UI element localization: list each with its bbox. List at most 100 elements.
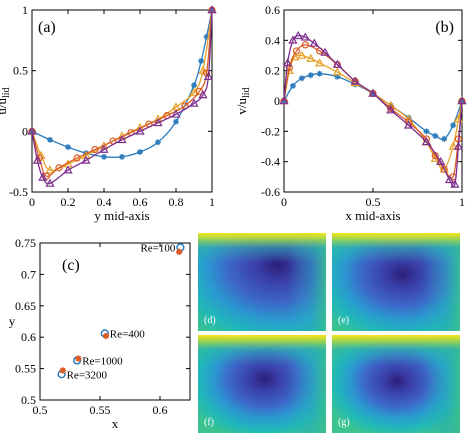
x-tick-label: 0.5 bbox=[33, 403, 48, 417]
data-point-re3200 bbox=[332, 59, 343, 68]
data-point-re400 bbox=[189, 87, 199, 96]
x-tick-label: 0.6 bbox=[133, 195, 148, 209]
point-annotation: Re=400 bbox=[110, 328, 145, 340]
data-point-re3200 bbox=[189, 98, 199, 107]
data-point-re100 bbox=[298, 75, 305, 82]
data-point-re3200 bbox=[198, 90, 208, 99]
y-tick-label: -0.6 bbox=[261, 185, 280, 199]
data-point-re3200 bbox=[450, 179, 460, 188]
y-tick-label: 0.55 bbox=[15, 362, 36, 376]
data-point-re100 bbox=[119, 153, 125, 160]
series-line-re1000 bbox=[31, 9, 213, 178]
heatmap-panel bbox=[198, 233, 326, 331]
heatmap-label: (e) bbox=[338, 315, 349, 326]
data-point-re3200 bbox=[117, 135, 127, 144]
data-point-re100 bbox=[450, 122, 457, 129]
heatmap-lid bbox=[332, 233, 460, 331]
heatmap-panel bbox=[198, 335, 326, 433]
data-point-re100 bbox=[405, 114, 412, 121]
y-axis-label: y bbox=[9, 314, 16, 329]
heatmap-panel bbox=[332, 233, 460, 331]
data-point-re100 bbox=[29, 128, 35, 135]
data-point-re3200 bbox=[27, 126, 37, 135]
data-point-re100 bbox=[307, 72, 314, 79]
data-point-re3200 bbox=[453, 141, 464, 150]
point-annotation: Re=3200 bbox=[67, 369, 108, 381]
y-tick-label: 0.5 bbox=[13, 64, 28, 78]
data-point-re100 bbox=[198, 57, 205, 64]
data-point-re3200 bbox=[403, 120, 414, 129]
x-tick-label: 1 bbox=[209, 195, 215, 209]
x-tick-label: 0.8 bbox=[169, 195, 184, 209]
data-point-re400 bbox=[297, 50, 307, 59]
y-axis-label-sub: lid bbox=[1, 87, 12, 98]
plot-frame bbox=[283, 9, 463, 193]
x-tick-label: 1 bbox=[459, 195, 465, 209]
heatmap-label: (f) bbox=[204, 417, 214, 428]
series-line-re3200 bbox=[283, 34, 463, 188]
data-point-re400 bbox=[306, 53, 316, 62]
y-axis-label: v/ulid bbox=[234, 87, 252, 114]
x-tick-label: 0.4 bbox=[97, 195, 112, 209]
data-point-re1000 bbox=[440, 165, 448, 173]
data-point-star bbox=[75, 355, 82, 362]
data-point-re100 bbox=[334, 73, 341, 80]
heatmap-lid bbox=[332, 335, 460, 433]
data-point-re3200 bbox=[293, 30, 303, 40]
data-point-re400 bbox=[332, 67, 343, 76]
data-point-star bbox=[102, 332, 110, 340]
panel-label: (b) bbox=[435, 19, 454, 36]
data-point-re3200 bbox=[171, 109, 181, 118]
series-line-re400 bbox=[31, 9, 213, 172]
point-annotation: Re=1000 bbox=[82, 355, 123, 367]
x-axis-label: x bbox=[112, 416, 119, 431]
y-tick-label: -0.5 bbox=[9, 185, 28, 199]
data-point-re3200 bbox=[350, 76, 360, 85]
data-point-re100 bbox=[203, 33, 210, 40]
heatmap-label: (d) bbox=[204, 315, 216, 326]
plot-frame bbox=[39, 242, 191, 401]
x-axis-label: y mid-axis bbox=[94, 208, 149, 223]
data-point-re100 bbox=[441, 135, 448, 142]
data-point-re400 bbox=[448, 141, 458, 150]
chart-b: 0 0.5 1 -0.6 -0.4 -0.2 0 0.2 0.4 0.6 (b) x mid-axis… bbox=[234, 3, 467, 223]
heatmap-panel bbox=[332, 335, 460, 433]
y-tick-label: 0.6 bbox=[265, 3, 280, 17]
y-tick-label: 1 bbox=[22, 3, 28, 17]
x-tick-label: 0.6 bbox=[153, 403, 168, 417]
data-point-re3200 bbox=[135, 126, 145, 135]
plot-frame bbox=[31, 9, 213, 193]
point-annotation: Re=100 bbox=[140, 242, 175, 254]
data-point-re3200 bbox=[207, 5, 217, 14]
data-point-re100 bbox=[65, 144, 71, 151]
data-point-re3200 bbox=[300, 32, 310, 41]
y-tick-label: 0.65 bbox=[15, 299, 36, 313]
data-point-re1000 bbox=[301, 41, 309, 49]
data-point-re100 bbox=[423, 128, 430, 135]
data-point-re3200 bbox=[436, 156, 446, 165]
data-point-re3200 bbox=[203, 71, 214, 81]
data-point-re100 bbox=[191, 82, 197, 89]
data-point-re3200 bbox=[320, 47, 330, 56]
data-point-re3200 bbox=[457, 96, 467, 105]
series-line-re100 bbox=[283, 73, 463, 141]
y-axis-label-main: v/u bbox=[234, 97, 249, 114]
data-point-re3200 bbox=[444, 175, 455, 184]
data-point-re3200 bbox=[38, 172, 48, 181]
data-point-re400 bbox=[45, 165, 55, 174]
y-tick-label: 0 bbox=[274, 94, 280, 108]
data-point-re3200 bbox=[421, 137, 432, 146]
data-point-re3200 bbox=[63, 165, 73, 174]
data-point-re3200 bbox=[282, 58, 293, 67]
heatmap-lid bbox=[198, 335, 326, 433]
data-point-re3200 bbox=[45, 178, 55, 187]
data-point-re3200 bbox=[368, 88, 378, 97]
data-point-re3200 bbox=[279, 96, 289, 105]
chart-c: 0.5 0.55 0.6 0.5 0.55 0.6 0.65 0.7 0.75 Re=100 Re=… bbox=[9, 236, 191, 431]
y-tick-label: 0.5 bbox=[21, 393, 36, 407]
data-point-star bbox=[59, 367, 66, 374]
data-point-re100 bbox=[289, 82, 296, 89]
data-point-re400 bbox=[314, 58, 325, 67]
y-tick-label: 0.7 bbox=[21, 267, 36, 281]
chart-a: 0 0.2 0.4 0.6 0.8 1-0.500.51(a)y mid-axisu/ul… bbox=[0, 3, 217, 223]
